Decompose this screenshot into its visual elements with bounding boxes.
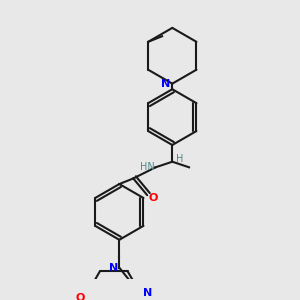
- Text: HN: HN: [140, 162, 154, 172]
- Text: H: H: [176, 154, 183, 164]
- Text: N: N: [109, 263, 119, 273]
- Text: O: O: [148, 193, 158, 203]
- Text: N: N: [161, 79, 170, 88]
- Text: O: O: [76, 293, 85, 300]
- Text: N: N: [142, 288, 152, 298]
